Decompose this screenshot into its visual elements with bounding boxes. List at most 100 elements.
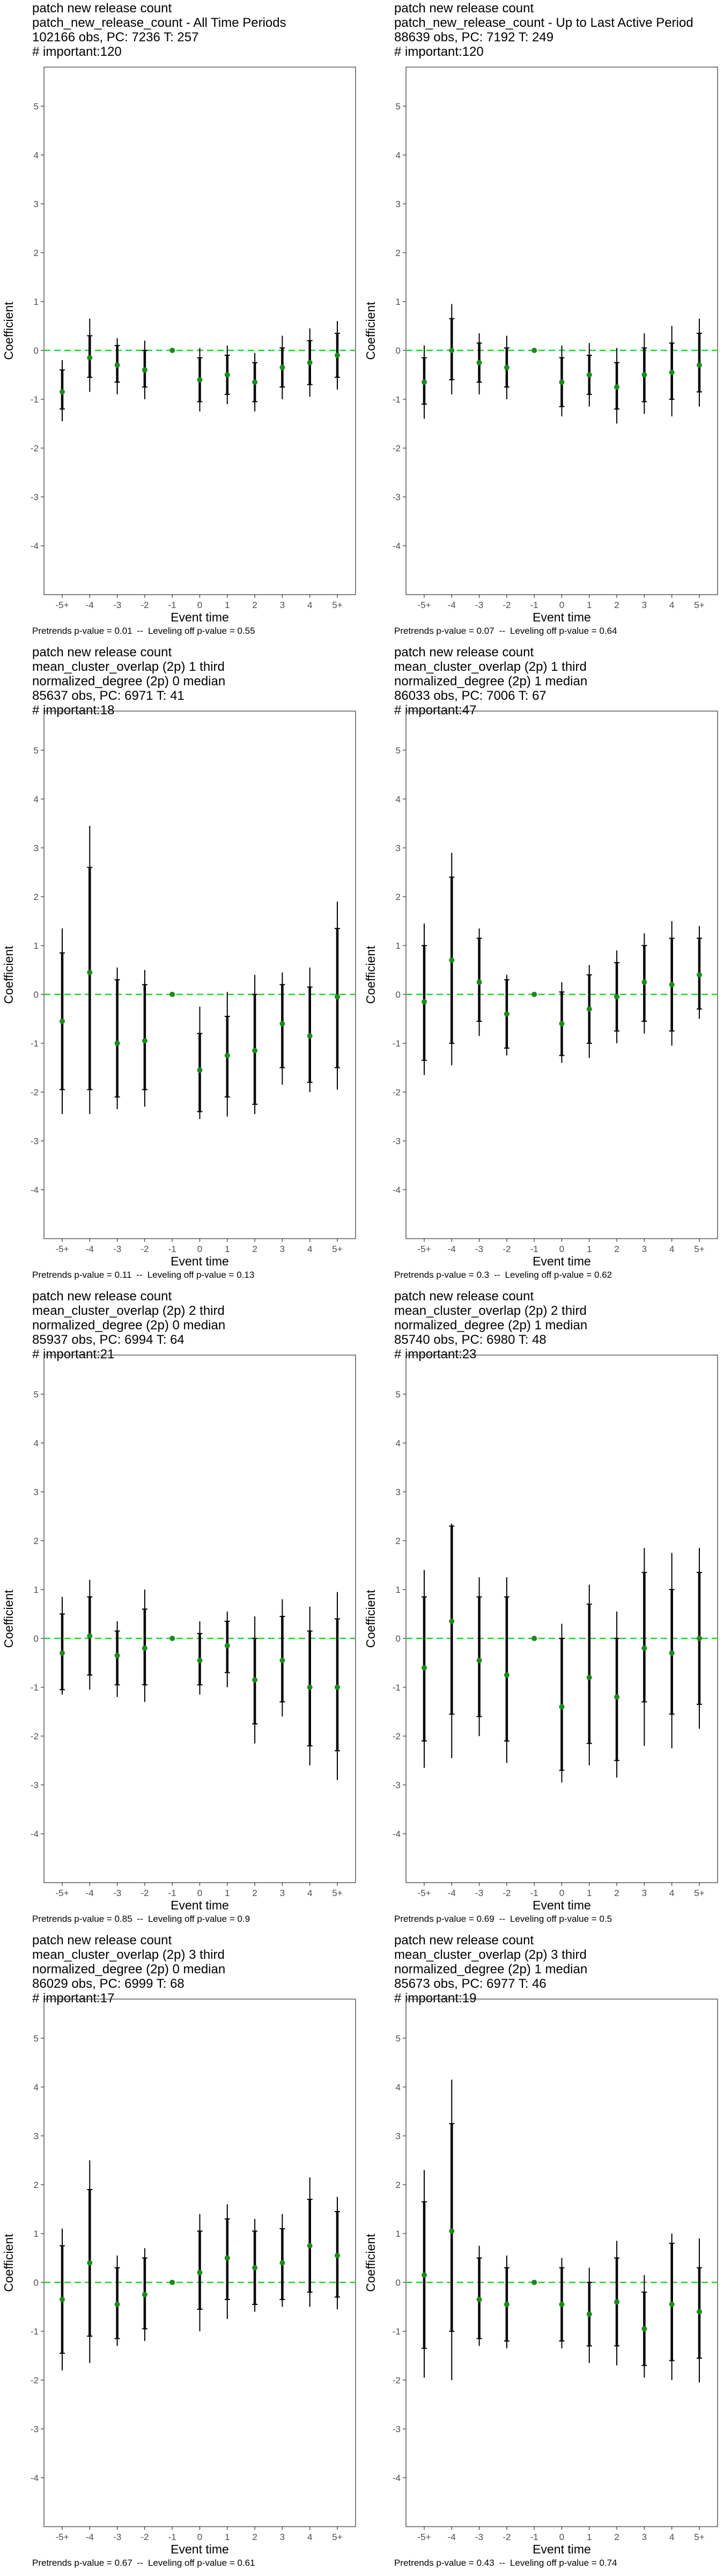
x-tick-label: 2 (614, 1888, 619, 1898)
estimate-point (252, 379, 258, 385)
header-line: patch new release count (394, 1933, 534, 1948)
x-tick-label: 3 (280, 1244, 285, 1254)
x-tick-label: -5+ (417, 1244, 431, 1254)
estimate-point (697, 972, 702, 978)
y-tick-label: -3 (31, 1780, 39, 1790)
estimate-point (60, 2296, 65, 2302)
panel-header: patch new release count mean_cluster_ove… (394, 1289, 587, 1362)
header-line: # important:120 (394, 45, 484, 59)
x-tick-label: -1 (530, 2532, 538, 2542)
x-tick-label: 5+ (332, 600, 342, 610)
x-tick-label: 4 (307, 1244, 312, 1254)
estimate-point (586, 2311, 592, 2317)
estimate-point (422, 1665, 427, 1671)
pretrends-label: Pretrends p-value = (32, 2558, 112, 2568)
x-tick-label: 2 (614, 1244, 619, 1254)
header-line: 102166 obs, PC: 7236 T: 257 (32, 30, 199, 45)
x-tick-label: 1 (587, 1244, 592, 1254)
footer-separator: -- (137, 2558, 143, 2568)
estimate-point (531, 1635, 537, 1641)
leveling-value: 0.62 (594, 1270, 612, 1280)
estimate-point (614, 384, 620, 390)
x-tick-label: -3 (475, 1888, 483, 1898)
estimate-point (224, 1643, 230, 1649)
y-tick-label: 2 (396, 248, 401, 258)
y-tick-label: 1 (396, 1585, 401, 1595)
y-tick-label: 0 (34, 990, 39, 1000)
estimate-point (586, 1006, 592, 1012)
x-tick-label: 2 (252, 2532, 257, 2542)
estimate-point (224, 372, 230, 378)
x-tick-label: 0 (559, 2532, 564, 2542)
panel-header: patch new release count mean_cluster_ove… (32, 1289, 225, 1362)
y-tick-label: 2 (34, 2180, 39, 2190)
x-tick-label: 3 (642, 2532, 647, 2542)
x-tick-label: -2 (141, 2532, 149, 2542)
pretrends-label: Pretrends p-value = (394, 2558, 474, 2568)
y-tick-label: 2 (396, 892, 401, 902)
x-axis-title: Event time (533, 2542, 591, 2556)
x-axis-title: Event time (171, 2542, 229, 2556)
x-tick-label: 3 (642, 1888, 647, 1898)
y-tick-label: -4 (31, 1185, 39, 1195)
footer-separator: -- (137, 1914, 143, 1924)
estimate-point (87, 355, 93, 361)
x-tick-label: 1 (225, 600, 230, 610)
estimate-point (531, 2279, 537, 2285)
leveling-label: Leveling off p-value = (147, 2558, 235, 2568)
header-line: 85637 obs, PC: 6971 T: 41 (32, 689, 184, 703)
footer-separator: -- (499, 1914, 505, 1924)
estimate-point (252, 2265, 258, 2271)
event-study-panel: patch new release count mean_cluster_ove… (0, 1932, 362, 2576)
y-tick-label: 3 (396, 1487, 401, 1497)
y-tick-label: 4 (396, 150, 401, 160)
y-tick-label: -1 (31, 2326, 39, 2337)
y-tick-label: 0 (396, 2278, 401, 2288)
y-tick-label: 1 (34, 2229, 39, 2239)
header-line: 85673 obs, PC: 6977 T: 46 (394, 1977, 546, 1991)
header-line: patch_new_release_count - All Time Perio… (32, 16, 286, 30)
estimate-point (669, 369, 675, 375)
y-tick-label: -4 (393, 1185, 401, 1195)
y-axis-title: Coefficient (2, 1590, 16, 1648)
pvalue-footer: Pretrends p-value = 0.11 -- Leveling off… (32, 1270, 254, 1280)
estimate-point (531, 991, 537, 997)
estimate-point (114, 362, 120, 368)
x-tick-label: -4 (86, 2532, 94, 2542)
header-line: # important:18 (32, 703, 115, 718)
panel-header: patch new release count mean_cluster_ove… (394, 1933, 587, 2006)
header-line: normalized_degree (2p) 0 median (32, 1962, 226, 1977)
x-tick-label: -2 (141, 600, 149, 610)
y-tick-label: -4 (393, 1829, 401, 1839)
header-line: 88639 obs, PC: 7192 T: 249 (394, 30, 554, 45)
estimate-point (641, 979, 647, 985)
x-tick-label: 5+ (694, 600, 704, 610)
estimate-point (586, 372, 592, 378)
pretrends-value: 0.01 (114, 626, 132, 636)
x-tick-label: -5+ (55, 1244, 69, 1254)
x-tick-label: -4 (86, 1244, 94, 1254)
header-line: normalized_degree (2p) 1 median (394, 1962, 588, 1977)
x-tick-label: -4 (448, 1888, 456, 1898)
panel-header: patch new release count patch_new_releas… (394, 1, 693, 59)
estimate-point (697, 1635, 702, 1641)
header-line: 85937 obs, PC: 6994 T: 64 (32, 1333, 184, 1347)
x-tick-label: 1 (225, 2532, 230, 2542)
y-tick-label: 2 (34, 248, 39, 258)
x-tick-label: 5+ (332, 1244, 342, 1254)
x-tick-label: 5+ (332, 2532, 342, 2542)
x-tick-label: -5+ (55, 1888, 69, 1898)
x-tick-label: -1 (168, 1244, 176, 1254)
pvalue-footer: Pretrends p-value = 0.3 -- Leveling off … (394, 1270, 612, 1280)
estimate-point (224, 2255, 230, 2261)
x-tick-label: 3 (642, 600, 647, 610)
x-tick-label: 1 (587, 600, 592, 610)
x-tick-label: 5+ (694, 1244, 704, 1254)
y-tick-label: 2 (34, 892, 39, 902)
estimate-point (504, 364, 509, 370)
x-tick-label: 0 (559, 600, 564, 610)
estimate-point (252, 1677, 258, 1683)
y-tick-label: 3 (34, 2131, 39, 2141)
pretrends-value: 0.69 (476, 1914, 494, 1924)
